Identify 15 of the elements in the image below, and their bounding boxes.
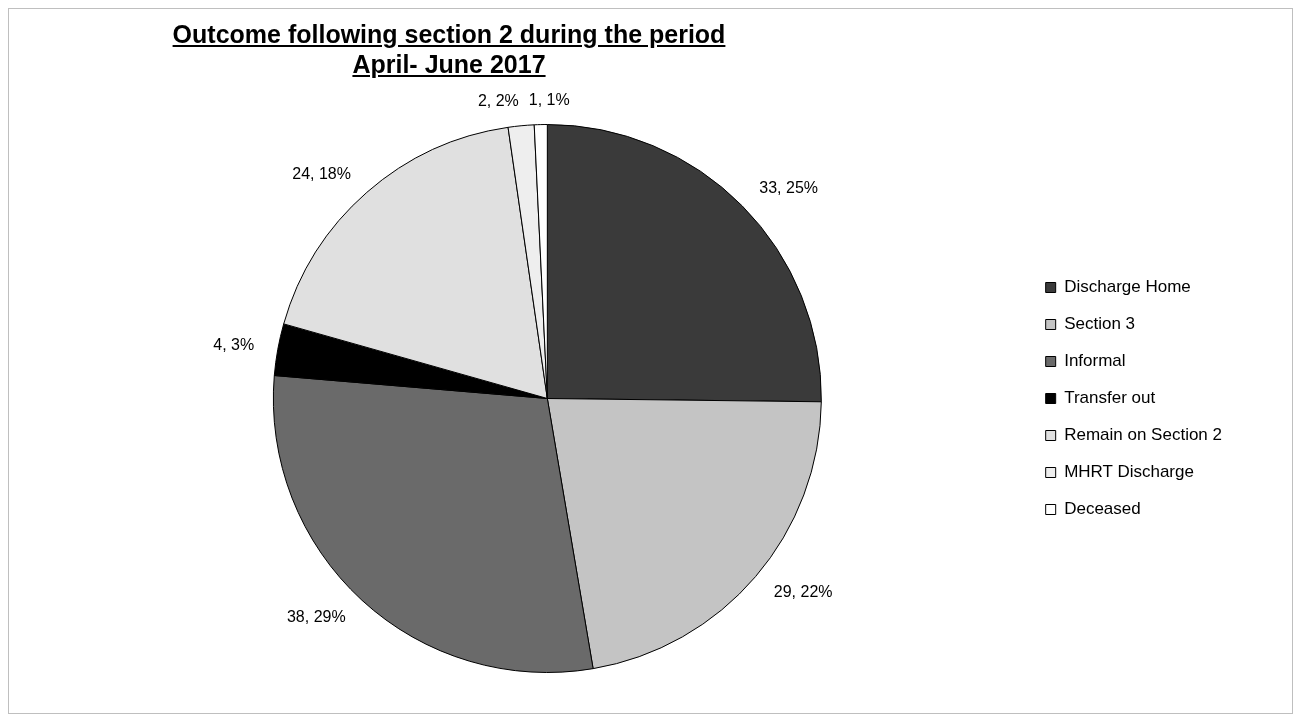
legend-label: MHRT Discharge: [1064, 462, 1194, 482]
data-label: 29, 22%: [773, 582, 833, 600]
legend-label: Informal: [1064, 351, 1126, 371]
data-label: 1, 1%: [528, 90, 570, 108]
legend-label: Section 3: [1064, 314, 1136, 334]
chart-title: Outcome following section 2 during the period April- June 2017: [171, 19, 727, 79]
legend-label: Discharge Home: [1064, 277, 1191, 297]
legend-label: Transfer out: [1064, 388, 1156, 408]
legend-label: Remain on Section 2: [1064, 425, 1223, 445]
data-label: 2, 2%: [477, 92, 519, 110]
data-label: 38, 29%: [286, 608, 346, 626]
legend-label: Deceased: [1064, 499, 1141, 519]
data-label: 33, 25%: [759, 179, 819, 197]
data-label: 24, 18%: [292, 164, 351, 182]
data-label: 4, 3%: [213, 335, 255, 353]
